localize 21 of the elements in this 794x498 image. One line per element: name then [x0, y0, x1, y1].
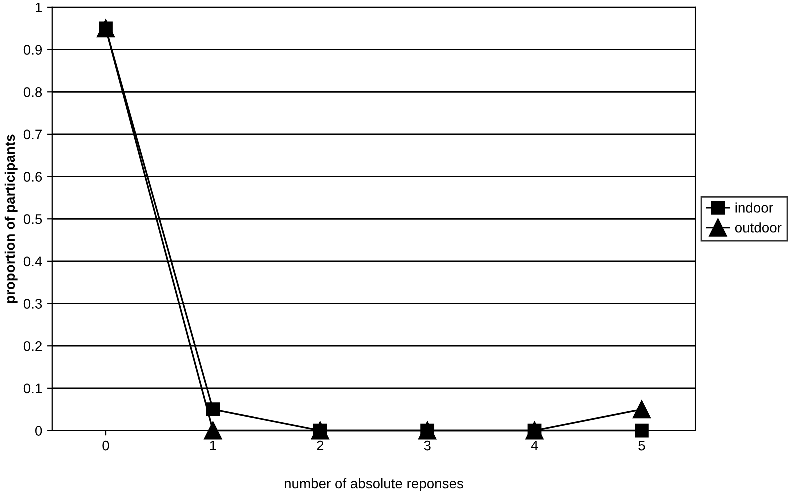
- x-tick-label: 5: [638, 441, 646, 451]
- y-tick-label: 0.5: [24, 214, 42, 224]
- x-axis-title: number of absolute reponses: [284, 478, 464, 492]
- x-tick-label: 3: [424, 440, 431, 451]
- x-tick-label: 1: [210, 441, 216, 451]
- y-tick-label: 1: [36, 2, 42, 13]
- y-tick-label: 0.1: [24, 384, 42, 394]
- y-tick-label: 0.7: [24, 130, 42, 140]
- y-tick-label: 0.3: [24, 299, 42, 309]
- y-tick-label: 0: [36, 426, 42, 436]
- x-tick-label: 2: [317, 440, 324, 451]
- y-tick-label: 0.2: [24, 341, 42, 352]
- legend-label: indoor: [736, 202, 774, 213]
- y-tick-label: 0.4: [24, 256, 42, 267]
- y-tick-label: 0.8: [24, 87, 42, 98]
- x-tick-label: 0: [102, 440, 110, 451]
- legend-label: outdoor: [735, 222, 782, 233]
- x-tick-label: 4: [531, 441, 538, 451]
- y-axis-title: proportion of participants: [4, 134, 18, 304]
- y-tick-label: 0.9: [24, 45, 42, 55]
- y-tick-label: 0.6: [24, 172, 42, 182]
